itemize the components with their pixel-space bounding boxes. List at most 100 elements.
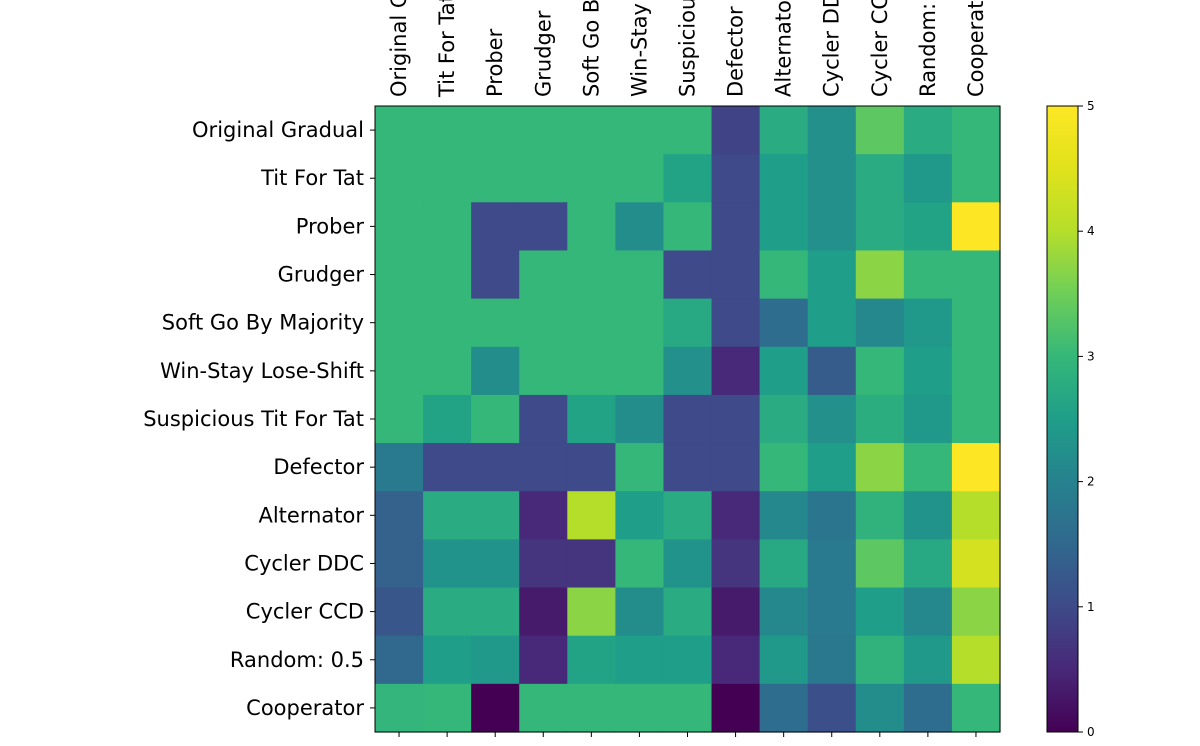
heatmap-cell	[711, 635, 761, 685]
heatmap-cell	[711, 106, 761, 155]
heatmap-cell	[807, 106, 857, 155]
heatmap-cell	[519, 683, 568, 733]
heatmap-cell	[903, 250, 953, 300]
heatmap-cell	[807, 443, 857, 492]
heatmap-cell	[807, 683, 857, 733]
column-labels: Original Gradual Tit For Tat Prober Grudger…	[387, 0, 988, 98]
heatmap-cell	[519, 346, 568, 396]
heatmap-cell	[567, 635, 616, 685]
heatmap-cell	[615, 587, 665, 637]
heatmap-cell	[903, 394, 953, 444]
heatmap-cell	[951, 202, 1001, 252]
heatmap-cell	[903, 587, 953, 637]
heatmap-cell	[615, 346, 665, 396]
heatmap-cell	[519, 587, 568, 637]
heatmap-cell	[567, 539, 616, 589]
y-axis-ticks	[370, 129, 375, 709]
heatmap-cell	[375, 539, 424, 589]
heatmap-cell	[855, 683, 905, 733]
row-label: Original Gradual	[192, 118, 364, 142]
heatmap-cell	[711, 539, 761, 589]
heatmap-cell	[423, 106, 472, 155]
heatmap-cell	[519, 106, 568, 155]
heatmap-cells	[375, 106, 1001, 733]
heatmap-cell	[519, 394, 568, 444]
heatmap-cell	[663, 491, 713, 540]
heatmap-cell	[903, 539, 953, 589]
column-label: Suspicious Tit For Tat	[676, 0, 700, 97]
heatmap-cell	[855, 154, 905, 203]
heatmap-cell	[807, 346, 857, 396]
heatmap-cell	[519, 635, 568, 685]
heatmap-cell	[951, 443, 1001, 492]
heatmap-cell	[519, 298, 568, 348]
heatmap-cell	[759, 346, 809, 396]
heatmap-cell	[903, 491, 953, 540]
heatmap-cell	[807, 394, 857, 444]
column-label: Cooperator	[964, 0, 988, 97]
heatmap-cell	[375, 491, 424, 540]
colorbar-tick-label: 0	[1087, 725, 1095, 739]
heatmap-cell	[615, 154, 665, 203]
heatmap-cell	[759, 250, 809, 300]
heatmap-cell	[807, 635, 857, 685]
heatmap-cell	[519, 154, 568, 203]
heatmap-cell	[711, 587, 761, 637]
heatmap-cell	[375, 202, 424, 252]
heatmap-cell	[615, 683, 665, 733]
row-label: Prober	[296, 214, 365, 238]
heatmap-cell	[615, 394, 665, 444]
row-label: Tit For Tat	[260, 166, 364, 190]
row-label: Soft Go By Majority	[162, 311, 364, 335]
heatmap-cell	[855, 250, 905, 300]
heatmap-cell	[807, 491, 857, 540]
column-label: Random: 0.5	[916, 0, 940, 97]
heatmap-cell	[903, 635, 953, 685]
heatmap-cell	[663, 154, 713, 203]
heatmap-cell	[519, 250, 568, 300]
heatmap-cell	[423, 683, 472, 733]
row-label: Suspicious Tit For Tat	[143, 407, 364, 431]
heatmap-cell	[807, 539, 857, 589]
heatmap-cell	[471, 202, 520, 252]
heatmap-cell	[759, 298, 809, 348]
heatmap-cell	[759, 683, 809, 733]
heatmap-cell	[375, 346, 424, 396]
heatmap-cell	[807, 587, 857, 637]
heatmap-cell	[855, 539, 905, 589]
heatmap-cell	[423, 491, 472, 540]
heatmap-cell	[663, 635, 713, 685]
heatmap-cell	[663, 346, 713, 396]
heatmap-cell	[471, 635, 520, 685]
heatmap-cell	[759, 539, 809, 589]
heatmap-cell	[375, 250, 424, 300]
heatmap-cell	[663, 250, 713, 300]
heatmap-cell	[663, 443, 713, 492]
heatmap-cell	[903, 106, 953, 155]
heatmap-cell	[951, 635, 1001, 685]
heatmap-cell	[663, 202, 713, 252]
heatmap-cell	[375, 394, 424, 444]
heatmap-cell	[711, 298, 761, 348]
heatmap-cell	[855, 106, 905, 155]
column-label: Original Gradual	[387, 0, 411, 97]
colorbar-ticks: 0 1 2 3 4 5	[1078, 99, 1095, 739]
heatmap-cell	[423, 346, 472, 396]
heatmap-cell	[567, 394, 616, 444]
row-label: Win-Stay Lose-Shift	[160, 359, 364, 383]
heatmap-cell	[711, 250, 761, 300]
colorbar	[1046, 105, 1079, 733]
heatmap-cell	[471, 539, 520, 589]
heatmap-cell	[903, 202, 953, 252]
heatmap-cell	[951, 298, 1001, 348]
heatmap-cell	[903, 683, 953, 733]
heatmap-cell	[567, 683, 616, 733]
colorbar-tick-label: 2	[1087, 475, 1095, 489]
heatmap-cell	[903, 443, 953, 492]
heatmap-cell	[615, 443, 665, 492]
colorbar-tick-label: 5	[1087, 99, 1095, 113]
heatmap-cell	[375, 106, 424, 155]
heatmap-cell	[807, 154, 857, 203]
heatmap-cell	[471, 443, 520, 492]
heatmap-cell	[375, 443, 424, 492]
